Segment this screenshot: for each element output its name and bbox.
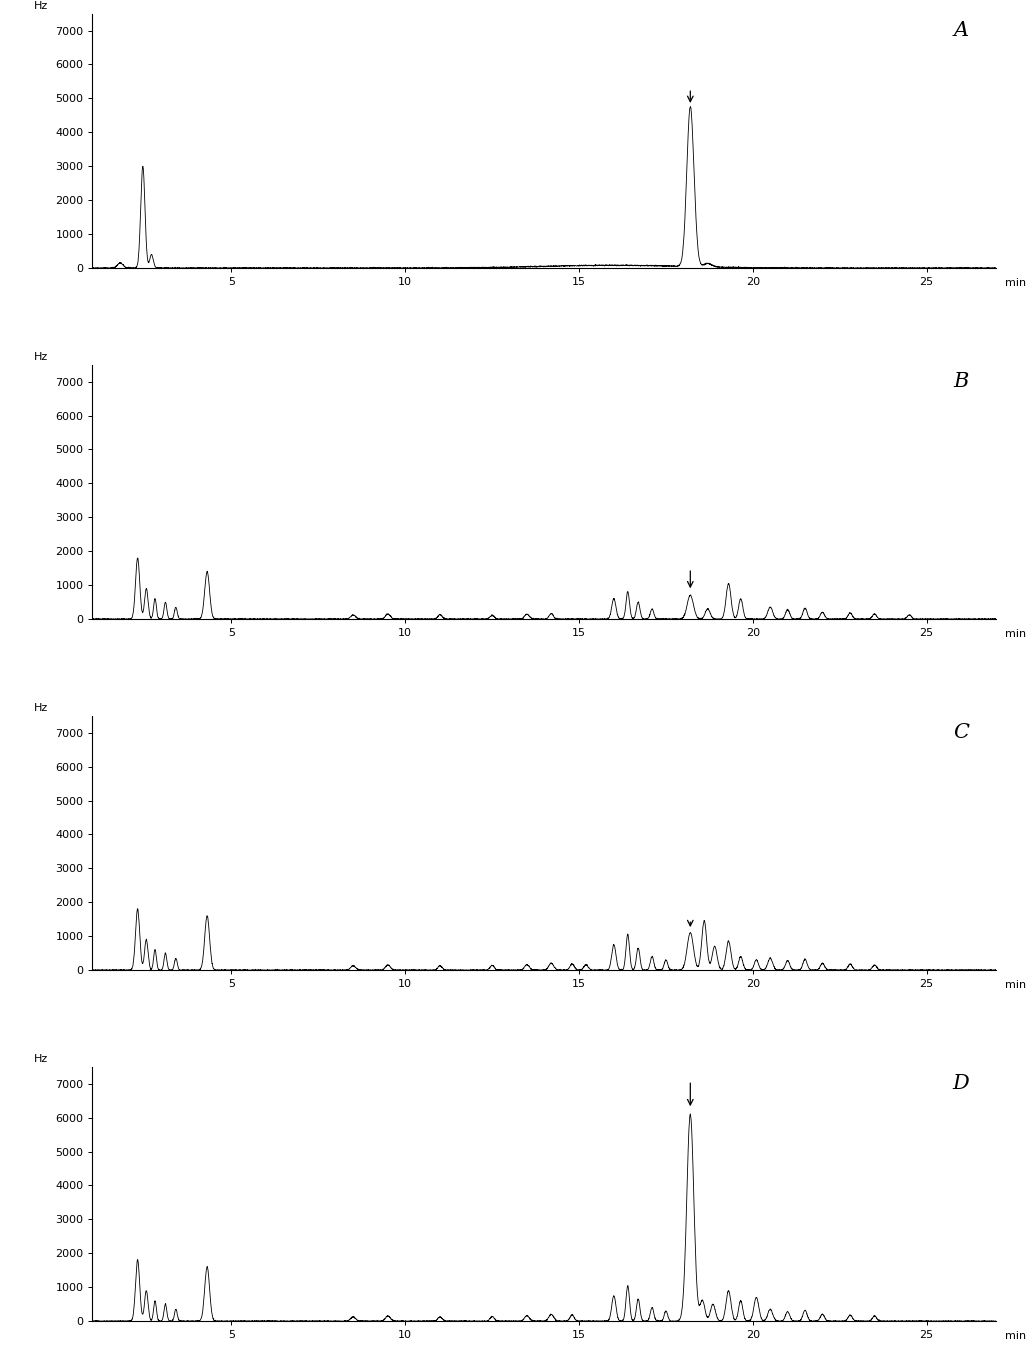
Text: B: B (954, 372, 969, 391)
Text: C: C (953, 723, 969, 742)
Text: min: min (1005, 629, 1026, 639)
Text: A: A (954, 22, 969, 41)
Text: min: min (1005, 981, 1026, 990)
Text: min: min (1005, 1331, 1026, 1342)
Text: D: D (952, 1075, 969, 1094)
Text: Hz: Hz (34, 1, 48, 11)
Text: Hz: Hz (34, 353, 48, 362)
Text: min: min (1005, 278, 1026, 289)
Text: Hz: Hz (34, 703, 48, 714)
Text: Hz: Hz (34, 1054, 48, 1064)
